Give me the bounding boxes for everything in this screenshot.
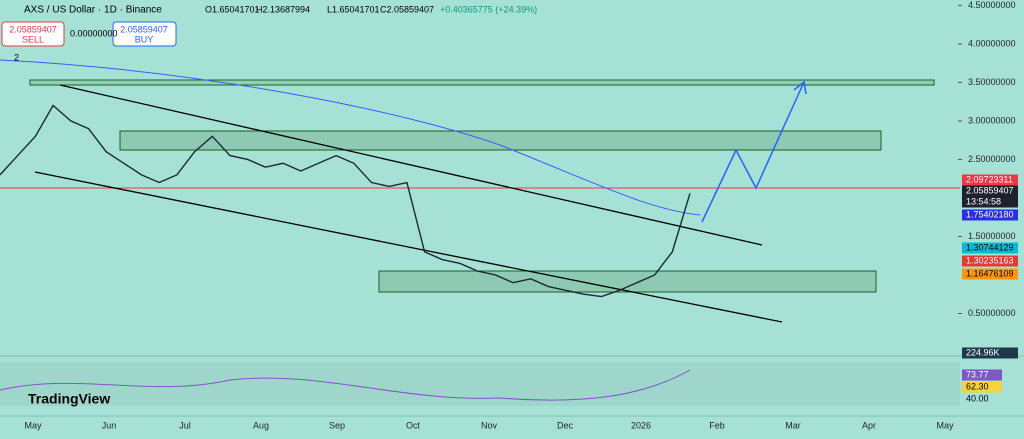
price-tag-text: 2.05859407	[966, 185, 1014, 195]
x-tick-label: Feb	[709, 420, 725, 430]
buy-price: 2.05859407	[120, 24, 168, 34]
y-tick-label: 2.50000000	[968, 154, 1016, 164]
y-tick-label: 4.50000000	[968, 0, 1016, 10]
buy-button[interactable]	[112, 21, 177, 47]
price-tag	[962, 268, 1018, 280]
projection-arrow	[701, 81, 805, 223]
price-tag-text: 1.30744129	[966, 242, 1014, 252]
price-tag-text: 1.75402180	[966, 209, 1014, 219]
y-tick-label: 3.50000000	[968, 77, 1016, 87]
buy-label: BUY	[135, 34, 154, 44]
y-tick-label: 1.50000000	[968, 231, 1016, 241]
indicator-count: 2	[14, 52, 19, 62]
y-tick-label: 0.50000000	[968, 308, 1016, 318]
change: +0.40365775 (+24.39%)	[440, 4, 537, 14]
y-tick-label: 3.00000000	[968, 115, 1016, 125]
x-tick-label: Oct	[406, 420, 421, 430]
channel-line	[34, 171, 783, 323]
ohlc-close: C2.05859407	[380, 4, 434, 14]
price-tag	[962, 347, 1018, 359]
x-tick-label: Aug	[253, 420, 269, 430]
price-tag	[962, 196, 1018, 208]
rsi-tag	[962, 369, 1002, 381]
sell-price: 2.05859407	[9, 24, 57, 34]
ohlc-low: L1.65041701	[327, 4, 380, 14]
x-tick-label: May	[936, 420, 954, 430]
channel-line	[59, 84, 763, 246]
price-tag-text: 1.16476109	[966, 268, 1014, 278]
price-tag-text: 13:54:58	[966, 196, 1001, 206]
x-tick-label: May	[24, 420, 42, 430]
zone	[119, 130, 882, 151]
x-tick-label: Nov	[481, 420, 498, 430]
x-tick-label: 2026	[631, 420, 651, 430]
rsi-tag-text: 73.77	[966, 369, 989, 379]
price-tag	[962, 174, 1018, 186]
rsi-tag	[962, 381, 1002, 393]
price-tag	[962, 209, 1018, 221]
ma-line	[0, 59, 701, 216]
sell-button[interactable]	[1, 21, 65, 47]
arrow-head	[793, 80, 807, 95]
price-tag-text: 1.30235163	[966, 255, 1014, 265]
rsi-panel	[0, 362, 960, 406]
rsi-line	[0, 369, 691, 401]
ohlc-open: O1.65041701	[205, 4, 260, 14]
zone	[29, 79, 935, 86]
price-tag-text: 224.96K	[966, 347, 1000, 357]
x-tick-label: Apr	[862, 420, 876, 430]
x-tick-label: Sep	[329, 420, 345, 430]
rsi-tag-text: 40.00	[966, 393, 989, 403]
price-tag	[962, 185, 1018, 197]
x-tick-label: Jul	[179, 420, 191, 430]
rsi-tag-text: 62.30	[966, 381, 989, 391]
brand: TradingView	[28, 391, 110, 407]
sell-label: SELL	[22, 34, 44, 44]
symbol: AXS / US Dollar · 1D · Binance	[24, 5, 162, 16]
spread: 0.00000000	[70, 28, 118, 38]
price-tag	[962, 255, 1018, 267]
price-line	[0, 104, 691, 298]
x-tick-label: Dec	[557, 420, 574, 430]
y-tick-label: 4.00000000	[968, 38, 1016, 48]
price-tag	[962, 242, 1018, 254]
rsi-tag	[962, 393, 1002, 405]
zone	[378, 270, 877, 293]
price-tag-text: 2.09723311	[966, 174, 1013, 184]
x-tick-label: Jun	[102, 420, 117, 430]
x-tick-label: Mar	[785, 420, 801, 430]
ohlc-high: H2.13687994	[256, 4, 310, 14]
